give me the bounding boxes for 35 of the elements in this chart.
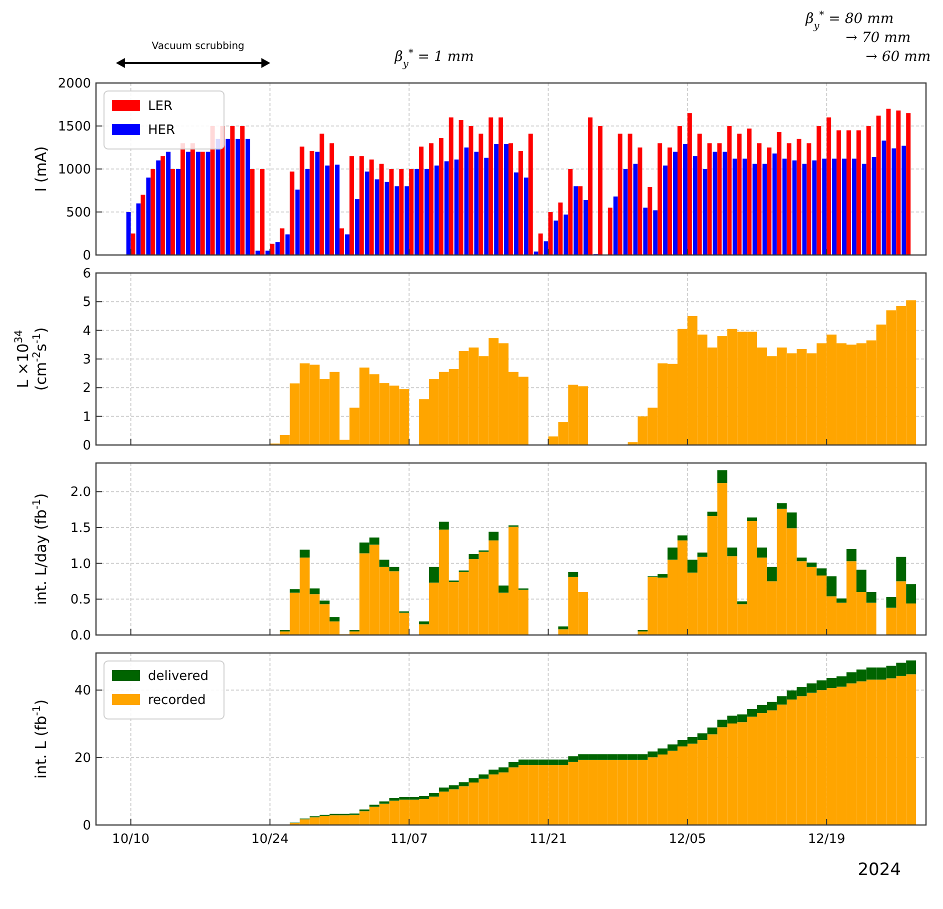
x-tick-label: 10/10 bbox=[112, 832, 150, 847]
text: 2024 bbox=[858, 860, 901, 880]
y-tick-label: 20 bbox=[74, 751, 91, 766]
y-tick-label: 1.0 bbox=[70, 556, 91, 572]
y-tick-label: 0 bbox=[82, 818, 91, 834]
text: β$_{y}$$^{*}$ = 1 mm bbox=[394, 48, 474, 70]
y-tick-label: 500 bbox=[66, 206, 91, 221]
y-tick-label: 1500 bbox=[58, 120, 91, 135]
y-tick-label: 2000 bbox=[58, 76, 91, 92]
y-tick-label: 6 bbox=[82, 266, 91, 282]
y-tick-label: 2 bbox=[82, 381, 91, 396]
x-tick-label: 11/07 bbox=[390, 832, 428, 847]
y-tick-label: 2.0 bbox=[70, 485, 91, 500]
y-tick-label: 3 bbox=[82, 352, 91, 368]
y-tick-label: 1.5 bbox=[70, 521, 91, 536]
y-tick-label: 1 bbox=[82, 410, 91, 425]
y-tick-label: 0 bbox=[82, 438, 91, 454]
y-tick-label: 0.5 bbox=[70, 592, 91, 608]
text: β$_{y}$$^{*}$ = 80 mm → 70 mm → 60 mm bbox=[804, 10, 931, 65]
y-tick-label: 40 bbox=[74, 684, 91, 699]
y-tick-label: 5 bbox=[82, 295, 91, 310]
y-tick-label: 0.0 bbox=[70, 628, 91, 644]
y-tick-label: 1000 bbox=[58, 162, 91, 178]
x-tick-label: 12/05 bbox=[668, 832, 706, 847]
x-tick-label: 11/21 bbox=[530, 832, 568, 847]
x-tick-label: 12/19 bbox=[808, 832, 846, 847]
text: Vacuum scrubbing bbox=[152, 41, 244, 52]
legend-label: delivered bbox=[148, 669, 208, 684]
y-tick-label: 0 bbox=[82, 248, 91, 264]
legend-label: HER bbox=[148, 123, 176, 138]
y-axis-title: I (mA) bbox=[32, 146, 50, 192]
legend-label: recorded bbox=[148, 693, 206, 708]
x-tick-label: 10/24 bbox=[251, 832, 289, 847]
y-tick-label: 4 bbox=[82, 324, 91, 339]
legend-label: LER bbox=[148, 99, 172, 114]
